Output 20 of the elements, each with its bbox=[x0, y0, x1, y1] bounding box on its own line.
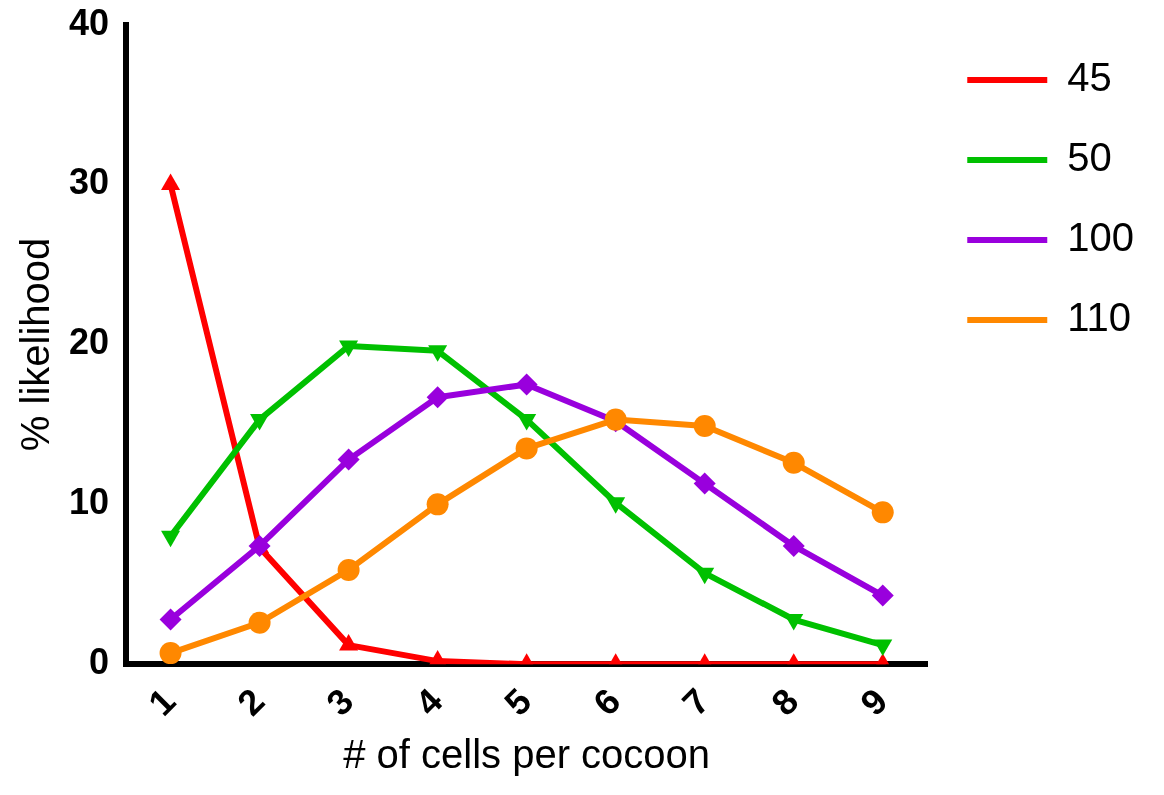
legend-label: 100 bbox=[1067, 215, 1135, 260]
x-tick-label: 9 bbox=[852, 680, 896, 724]
x-tick-label: 8 bbox=[763, 680, 807, 724]
x-tick-label: 3 bbox=[318, 680, 362, 724]
x-tick-label: 4 bbox=[407, 680, 451, 724]
y-tick-label: 20 bbox=[69, 321, 110, 363]
x-axis-title: # of cells per cocoon bbox=[343, 732, 711, 777]
x-tick-label: 6 bbox=[585, 680, 629, 724]
legend-label: 50 bbox=[1067, 135, 1112, 180]
legend-label: 110 bbox=[1067, 295, 1132, 340]
y-tick-label: 30 bbox=[69, 161, 110, 203]
x-tick-label: 7 bbox=[674, 680, 718, 724]
x-tick-label: 2 bbox=[229, 680, 273, 724]
legend-label: 45 bbox=[1067, 55, 1112, 100]
x-tick-label: 1 bbox=[140, 680, 184, 724]
y-tick-label: 40 bbox=[69, 1, 110, 43]
y-axis-title: % likelihood bbox=[13, 237, 58, 452]
y-tick-label: 10 bbox=[69, 481, 110, 523]
y-tick-label: 0 bbox=[89, 641, 110, 683]
x-tick-label: 5 bbox=[496, 680, 540, 724]
